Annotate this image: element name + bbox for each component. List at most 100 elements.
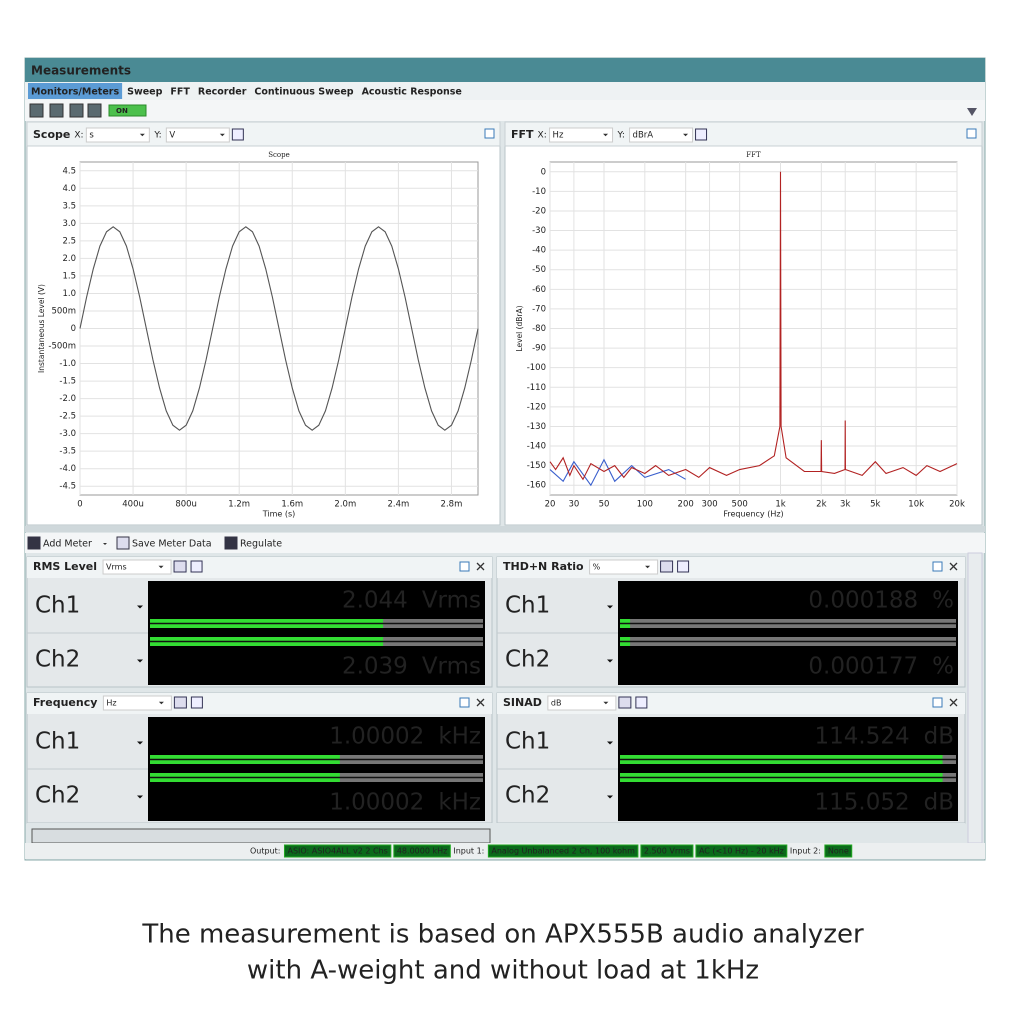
popout-icon[interactable] [484,128,495,139]
toolbar-icon[interactable] [224,536,238,550]
dropdown-arrow[interactable] [158,701,164,705]
select-box[interactable] [547,695,617,711]
dropdown-arrow[interactable] [219,133,225,137]
y-tick-label: -120 [527,402,546,412]
tab[interactable]: Monitors/Meters [31,87,119,98]
select-box[interactable] [85,127,150,143]
status-box [640,844,694,858]
dropdown-arrow[interactable] [137,659,143,663]
toolbar-button[interactable]: Regulate [240,539,282,550]
popout-icon[interactable] [966,128,977,139]
x-tick-label: 100 [637,500,653,510]
tab[interactable]: Continuous Sweep [254,87,353,98]
y-tick-label: -20 [532,206,546,216]
dropdown-arrow[interactable] [607,659,613,663]
y-tick-label: -60 [532,285,546,295]
tab[interactable]: Sweep [127,87,163,98]
settings-icon[interactable] [635,696,648,709]
select-box[interactable] [549,127,614,143]
dropdown-arrow[interactable] [137,795,143,799]
meter-unit: Vrms [422,654,481,680]
toolbar-icon[interactable] [116,536,130,550]
toolbar-icon[interactable] [29,103,44,118]
settings-icon[interactable] [231,128,244,141]
settings-icon[interactable] [695,128,708,141]
x-tick-label: 3k [840,500,850,510]
toolbar-icon[interactable] [27,536,41,550]
settings-icon[interactable] [190,696,203,709]
meter-unit: dB [924,790,954,816]
toolbar-button[interactable]: Save Meter Data [132,539,212,550]
close-icon[interactable] [949,562,958,571]
meter-icon[interactable] [660,560,674,573]
channel-label: Ch1 [505,729,550,755]
popout-icon[interactable] [932,697,943,708]
select-box[interactable] [629,127,694,143]
select-box[interactable] [102,559,172,575]
y-tick-label: -1.0 [59,359,76,369]
select-value: Vrms [106,563,127,572]
select-box[interactable] [165,127,230,143]
meter-icon[interactable] [173,696,187,709]
y-tick-label: -3.0 [59,429,76,439]
toolbar-icon[interactable] [49,103,64,118]
dropdown-arrow[interactable] [645,565,651,569]
toolbar-icon[interactable] [69,103,84,118]
caption-line: The measurement is based on APX555B audi… [141,920,864,950]
dropdown-arrow[interactable] [137,741,143,745]
x-tick-label: 400u [122,500,144,510]
dropdown-arrow[interactable] [139,133,145,137]
tab[interactable]: Acoustic Response [362,87,462,98]
y-tick-label: 3.5 [62,201,76,211]
caption-line: with A-weight and without load at 1kHz [247,956,759,986]
toolbar-icon[interactable] [87,103,102,118]
dropdown-arrow[interactable] [158,565,164,569]
close-icon[interactable] [476,562,485,571]
toggle-on[interactable] [108,104,147,117]
tab-active[interactable] [28,83,123,99]
close-icon[interactable] [949,698,958,707]
dropdown-arrow[interactable] [683,133,689,137]
x-tick-label: 10k [908,500,924,510]
y-tick-label: -140 [527,442,546,452]
meter-value: 2.039 [342,654,408,680]
popout-icon[interactable] [459,561,470,572]
popout-icon[interactable] [459,697,470,708]
dropdown-arrow[interactable] [603,133,609,137]
title-bar [25,58,985,82]
popout-icon[interactable] [932,561,943,572]
meter-icon[interactable] [618,696,632,709]
toolbar-button[interactable]: Add Meter [43,539,92,550]
close-icon[interactable] [476,698,485,707]
select-box[interactable] [589,559,659,575]
tab[interactable]: FFT [170,87,190,98]
y-tick-label: -70 [532,304,546,314]
y-tick-label: -1.5 [59,377,76,387]
meter-title: RMS Level [33,560,97,573]
dropdown-arrow[interactable] [607,795,613,799]
dropdown-arrow[interactable] [137,605,143,609]
x-axis-label: Time (s) [262,510,296,519]
select-value: dBrA [633,131,654,141]
y-tick-label: 4.5 [62,166,76,176]
dropdown-arrow[interactable] [603,701,609,705]
dropdown-arrow[interactable] [607,741,613,745]
scrollbar [967,552,983,844]
meter-placeholder [31,828,491,844]
meter-display [148,581,485,685]
meter-icon[interactable] [173,560,187,573]
settings-icon[interactable] [677,560,690,573]
x-tick-label: 50 [599,500,610,510]
dropdown-arrow[interactable] [103,543,107,545]
settings-icon[interactable] [190,560,203,573]
meter-unit: kHz [438,790,481,816]
data-line [79,226,479,431]
select-box[interactable] [102,695,172,711]
status-value: AC (<10 Hz) - 20 kHz [699,847,784,856]
x-tick-label: 20 [545,500,556,510]
filter-icon[interactable] [967,108,977,116]
dropdown-arrow[interactable] [607,605,613,609]
y-tick-label: -10 [532,187,546,197]
x-tick-label: 500 [732,500,748,510]
tab[interactable]: Recorder [198,87,247,98]
